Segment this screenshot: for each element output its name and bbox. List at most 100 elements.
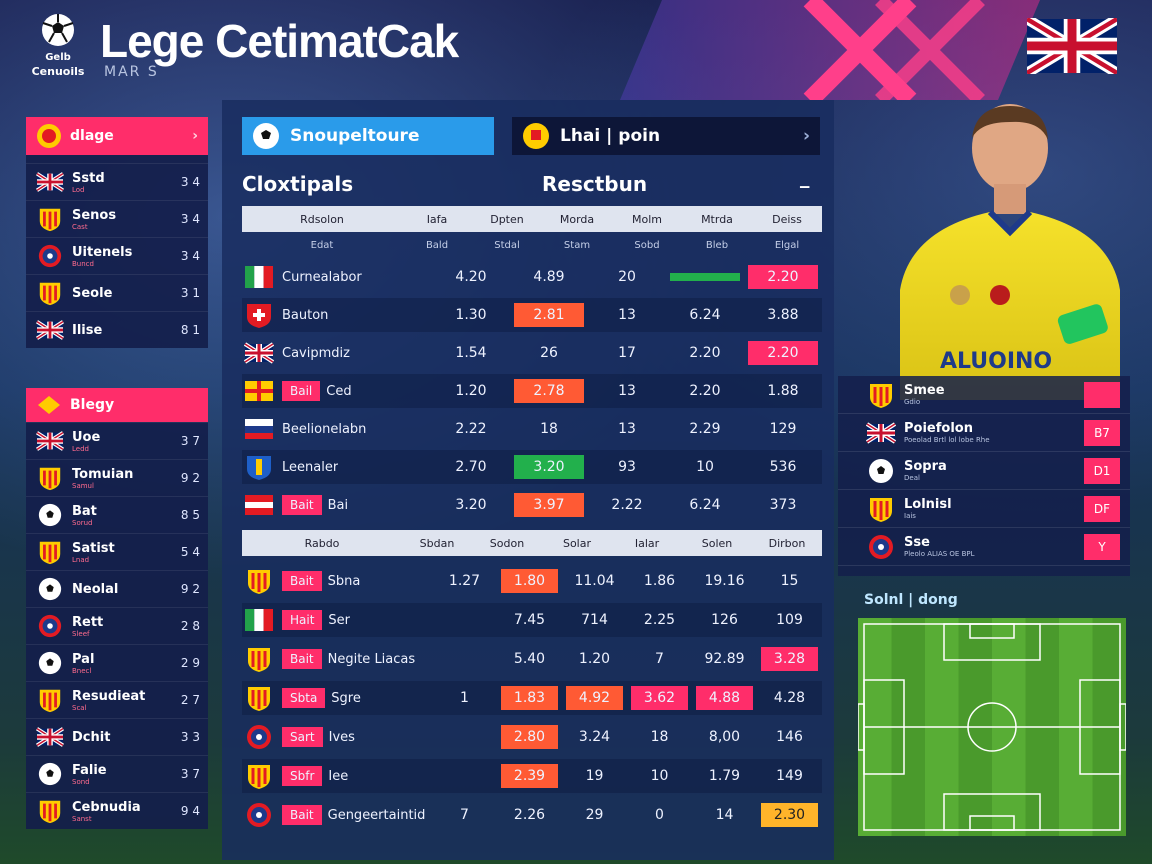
tab-standings[interactable]: Snoupeltoure xyxy=(242,117,494,155)
stat-value: 2.80 xyxy=(501,725,558,749)
column-header: Sbdan xyxy=(419,536,455,550)
stat-value: 3.28 xyxy=(761,647,818,671)
table-row[interactable]: Bait Sbna 1.27 1.80 11.04 1.86 19.16 15 xyxy=(242,564,822,598)
player-row[interactable]: Sse Pleolo ALIAS OE BPL Y xyxy=(838,528,1130,566)
team-value: 3 7 xyxy=(180,767,200,781)
player-row[interactable]: Poiefolon Poeolad Brtl lol lobe Rhe B7 xyxy=(838,414,1130,452)
team-cell: Leenaler xyxy=(242,453,432,481)
stat-value xyxy=(436,733,493,741)
stat-cell: 5.40 xyxy=(497,647,562,671)
stat-value: 6.24 xyxy=(689,307,721,323)
team-chip: Sbfr xyxy=(282,766,323,786)
player-row[interactable]: Lolnisl Iais DF xyxy=(838,490,1130,528)
table-row[interactable]: Hait Ser 7.45 714 2.25 126 109 xyxy=(242,603,822,637)
main-panel: Snoupeltoure Lhai | poin › Cloxtipals Re… xyxy=(222,100,834,860)
football-pitch[interactable] xyxy=(858,618,1126,836)
team-name: Iee xyxy=(328,768,349,784)
team-row[interactable]: Seole 3 1 xyxy=(26,274,208,311)
team-value: 9 2 xyxy=(180,582,200,596)
table-row[interactable]: Curnealabor 4.20 4.89 20 2.20 xyxy=(242,260,822,294)
page-subtitle: MAR S xyxy=(104,64,159,80)
column-header: Dpten xyxy=(490,212,524,226)
column-header: Mtrda xyxy=(701,212,733,226)
table-row[interactable]: Leenaler 2.70 3.20 93 10 536 xyxy=(242,450,822,484)
stat-value: 92.89 xyxy=(704,651,745,667)
stat-value: 3.20 xyxy=(455,497,487,513)
team-name: Beelionelabn xyxy=(282,421,367,437)
column-subheader: Sobd xyxy=(634,239,660,251)
tab-standings-label: Snoupeltoure xyxy=(290,126,420,146)
stat-value: 3.88 xyxy=(767,307,799,323)
team-row[interactable]: Tomuian Samul 9 2 xyxy=(26,459,208,496)
player-badge[interactable]: Y xyxy=(1084,533,1120,560)
player-badge[interactable]: D1 xyxy=(1084,457,1120,484)
table-row[interactable]: Bail Ced 1.20 2.78 13 2.20 1.88 xyxy=(242,374,822,408)
team-row[interactable]: Cebnudia Sanst 9 4 xyxy=(26,792,208,829)
player-row[interactable]: Sopra Deal D1 xyxy=(838,452,1130,490)
player-badge[interactable]: DF xyxy=(1084,495,1120,522)
team-value: 8 1 xyxy=(180,323,200,337)
team-cell: Sbfr Iee xyxy=(242,762,432,790)
player-name-text: Poiefolon xyxy=(904,421,973,436)
stat-cell xyxy=(432,616,497,624)
tab-live[interactable]: Lhai | poin › xyxy=(512,117,820,155)
team-cell: Sbta Sgre xyxy=(242,684,432,712)
stat-cell: 149 xyxy=(757,764,822,788)
stat-value: 2.20 xyxy=(748,341,818,365)
table-row[interactable]: Beelionelabn 2.22 18 13 2.29 129 xyxy=(242,412,822,446)
team-name-text: Cebnudia xyxy=(72,799,141,815)
team-row[interactable]: Satist Lnad 5 4 xyxy=(26,533,208,570)
stat-cell: 109 xyxy=(757,608,822,632)
stat-value: 1.54 xyxy=(455,345,487,361)
team-chip: Bait xyxy=(282,495,322,515)
team-row[interactable]: Uoe Ledd 3 7 xyxy=(26,422,208,459)
team-row[interactable]: Falie Sond 3 7 xyxy=(26,755,208,792)
team-name: Neolal xyxy=(72,582,181,597)
stat-value: 7 xyxy=(655,651,664,667)
stat-value: 1.86 xyxy=(643,573,676,589)
league-logo[interactable]: Gelb Cenuoils xyxy=(26,8,90,88)
stat-cell: 18 xyxy=(510,417,588,441)
league-header-2[interactable]: Blegy xyxy=(26,388,208,422)
team-name: Sgre xyxy=(331,690,361,706)
column-header: Deiss xyxy=(772,212,802,226)
player-badge[interactable]: B7 xyxy=(1084,419,1120,446)
italy-flag xyxy=(245,609,273,631)
stat-value: 2.70 xyxy=(455,459,487,475)
table-row[interactable]: Bauton 1.30 2.81 13 6.24 3.88 xyxy=(242,298,822,332)
table-row[interactable]: Sbfr Iee 2.39 19 10 1.79 149 xyxy=(242,759,822,793)
team-row[interactable]: Sstd Lod 3 4 xyxy=(26,163,208,200)
team-row[interactable]: Dchit 3 3 xyxy=(26,718,208,755)
player-row[interactable]: Smee Gdio xyxy=(838,376,1130,414)
player-subtitle: Pleolo ALIAS OE BPL xyxy=(904,550,975,558)
player-badge[interactable] xyxy=(1084,381,1120,408)
table-row[interactable]: Sbta Sgre 1 1.83 4.92 3.62 4.88 4.28 xyxy=(242,681,822,715)
team-subtitle: Scal xyxy=(72,703,87,712)
table-row[interactable]: Bait Gengeertaintid 7 2.26 29 0 14 2.30 xyxy=(242,798,822,832)
team-row[interactable]: Neolal 9 2 xyxy=(26,570,208,607)
stat-cell: 7 xyxy=(627,647,692,671)
team-row[interactable]: Rett Sleef 2 8 xyxy=(26,607,208,644)
league-header-1[interactable]: dlage › xyxy=(26,117,208,155)
table-row[interactable]: Bait Negite Liacas 5.40 1.20 7 92.89 3.28 xyxy=(242,642,822,676)
caret-icon[interactable]: ▁ xyxy=(800,174,810,188)
player-name-text: Lolnisl xyxy=(904,497,952,512)
crest-icon xyxy=(870,383,892,408)
column-header: Sodon xyxy=(489,536,525,550)
stat-cell: 3.28 xyxy=(757,647,822,671)
team-row[interactable]: Uitenels Buncd 3 4 xyxy=(26,237,208,274)
uk-flag-icon[interactable] xyxy=(1027,18,1117,74)
team-row[interactable]: Resudieat Scal 2 7 xyxy=(26,681,208,718)
table-row[interactable]: Bait Bai 3.20 3.97 2.22 6.24 373 xyxy=(242,488,822,522)
team-row[interactable]: Bat Sorud 8 5 xyxy=(26,496,208,533)
stat-value: 93 xyxy=(618,459,636,475)
team-row[interactable]: Ilise 8 1 xyxy=(26,311,208,348)
crest-flag xyxy=(248,687,270,711)
table-row[interactable]: Cavipmdiz 1.54 26 17 2.20 2.20 xyxy=(242,336,822,370)
team-cell: Bauton xyxy=(242,301,432,329)
team-row[interactable]: Senos Cast 3 4 xyxy=(26,200,208,237)
team-row[interactable]: Pal Bnecl 2 9 xyxy=(26,644,208,681)
table-row[interactable]: Sart Ives 2.80 3.24 18 8,00 146 xyxy=(242,720,822,754)
chevron-right-icon: › xyxy=(192,128,198,144)
team-name: Leenaler xyxy=(282,459,339,475)
